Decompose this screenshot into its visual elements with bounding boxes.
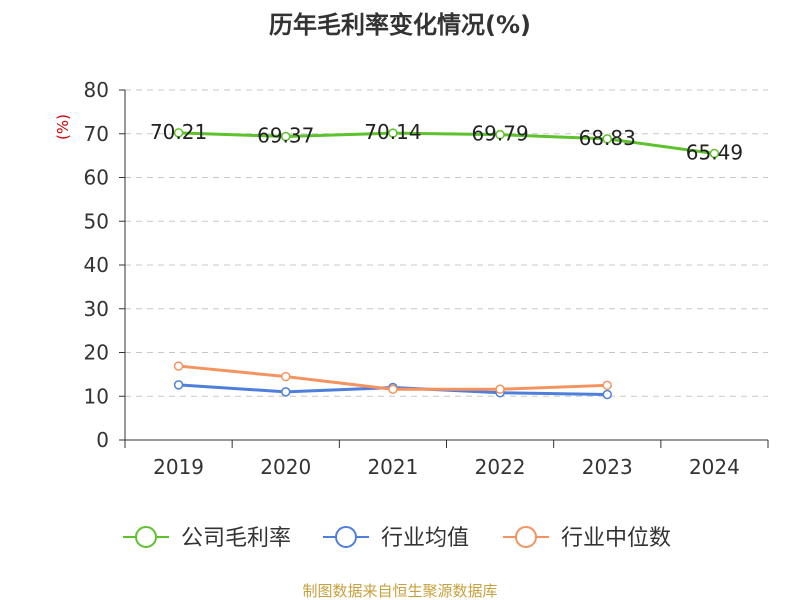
series-point-0 — [495, 129, 505, 140]
series-point-0 — [388, 128, 398, 138]
series-point-0 — [709, 148, 720, 159]
y-tick-label: 40 — [84, 253, 109, 277]
legend-label: 公司毛利率 — [181, 526, 291, 551]
series-point-2 — [173, 361, 184, 371]
y-tick-label: 10 — [84, 384, 109, 408]
data-label: 68.83 — [579, 126, 636, 150]
series-point-2 — [281, 371, 291, 382]
series-point-0 — [281, 131, 291, 142]
y-tick-label: 70 — [84, 122, 109, 146]
data-labels: 70.21 69.37 70.14 69.79 68.83 65.49 — [150, 120, 743, 165]
data-label: 65.49 — [686, 140, 743, 164]
legend-label: 行业中位数 — [561, 526, 671, 551]
legend-label: 行业均值 — [381, 526, 469, 551]
series-line-0 — [178, 131, 715, 155]
y-axis-label: (%) — [54, 114, 72, 140]
legend: 公司毛利率 行业均值 行业中位数 — [123, 526, 671, 551]
legend-marker — [515, 526, 537, 548]
source-note: 制图数据来自恒生聚源数据库 — [302, 582, 497, 600]
x-tick-label: 2021 — [367, 455, 418, 479]
y-tick-label: 20 — [84, 341, 109, 365]
x-tick-label: 2022 — [475, 455, 526, 479]
data-label: 69.37 — [257, 124, 314, 148]
series-point-2 — [495, 384, 505, 394]
data-label: 70.21 — [150, 120, 207, 144]
y-tick-label: 60 — [84, 166, 109, 190]
x-tick-label: 2023 — [582, 455, 633, 479]
legend-marker — [135, 526, 157, 548]
series-point-2 — [602, 380, 612, 391]
y-tick-label: 0 — [96, 428, 109, 452]
grid-lines — [125, 89, 768, 397]
y-tick-label: 30 — [84, 297, 109, 321]
x-tick-label: 2024 — [689, 455, 740, 479]
series-point-2 — [388, 384, 398, 394]
series-point-0 — [173, 128, 184, 138]
x-tick-label: 2019 — [153, 455, 204, 479]
y-tick-label: 80 — [84, 78, 109, 102]
axes: 0 10 20 30 40 50 60 70 80 2019 2020 2021 2022 2023 202… — [84, 78, 769, 479]
series-point-0 — [602, 134, 612, 144]
series-point-1 — [602, 389, 612, 400]
chart-title: 历年毛利率变化情况(%) — [269, 11, 531, 39]
data-label: 69.79 — [471, 122, 528, 146]
y-tick-label: 50 — [84, 209, 109, 233]
data-label: 70.14 — [364, 120, 421, 144]
series-point-1 — [281, 387, 291, 397]
x-tick-label: 2020 — [260, 455, 311, 479]
legend-marker — [335, 526, 357, 548]
series-point-1 — [173, 380, 184, 390]
series-lines — [173, 128, 720, 400]
